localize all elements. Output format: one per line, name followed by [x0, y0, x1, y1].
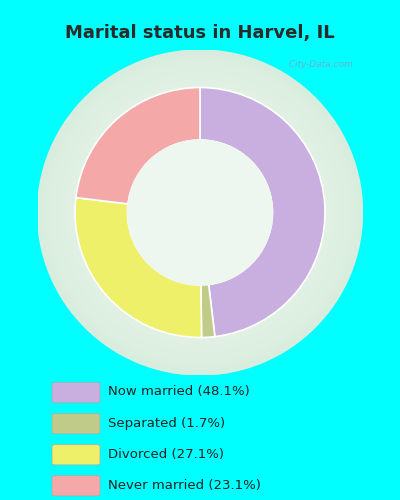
Circle shape — [127, 140, 273, 286]
Circle shape — [148, 161, 252, 264]
Circle shape — [38, 50, 362, 375]
Text: Marital status in Harvel, IL: Marital status in Harvel, IL — [65, 24, 335, 42]
Circle shape — [192, 204, 208, 220]
Wedge shape — [201, 284, 215, 338]
Circle shape — [168, 180, 232, 245]
Circle shape — [124, 136, 276, 288]
Circle shape — [178, 191, 222, 234]
Circle shape — [86, 99, 314, 326]
Circle shape — [122, 134, 278, 291]
Circle shape — [162, 174, 238, 250]
Circle shape — [159, 172, 241, 253]
Circle shape — [113, 126, 287, 299]
Text: Separated (1.7%): Separated (1.7%) — [108, 416, 225, 430]
Circle shape — [48, 61, 352, 364]
Circle shape — [105, 118, 295, 308]
Circle shape — [186, 199, 214, 226]
Circle shape — [197, 210, 203, 215]
Circle shape — [138, 150, 262, 275]
Circle shape — [102, 115, 298, 310]
Circle shape — [70, 82, 330, 342]
Wedge shape — [200, 88, 325, 336]
Circle shape — [67, 80, 333, 345]
Circle shape — [51, 64, 349, 362]
Circle shape — [135, 148, 265, 278]
Circle shape — [78, 90, 322, 334]
Text: City-Data.com: City-Data.com — [283, 60, 353, 68]
Circle shape — [81, 94, 319, 332]
Wedge shape — [76, 88, 200, 204]
Circle shape — [173, 186, 227, 240]
Circle shape — [151, 164, 249, 261]
Circle shape — [73, 85, 327, 340]
Circle shape — [140, 153, 260, 272]
Circle shape — [189, 202, 211, 224]
Circle shape — [84, 96, 316, 329]
Circle shape — [176, 188, 224, 237]
Circle shape — [62, 74, 338, 350]
Circle shape — [64, 77, 336, 348]
Circle shape — [92, 104, 308, 321]
Circle shape — [40, 52, 360, 372]
Circle shape — [100, 112, 300, 312]
Text: Divorced (27.1%): Divorced (27.1%) — [108, 448, 224, 460]
Circle shape — [157, 169, 243, 256]
Circle shape — [154, 166, 246, 258]
Circle shape — [46, 58, 354, 367]
Circle shape — [146, 158, 254, 266]
FancyBboxPatch shape — [52, 414, 100, 434]
Circle shape — [116, 128, 284, 296]
Circle shape — [54, 66, 346, 359]
Circle shape — [89, 102, 311, 324]
Text: Never married (23.1%): Never married (23.1%) — [108, 478, 261, 492]
Circle shape — [59, 72, 341, 354]
Circle shape — [194, 207, 206, 218]
Circle shape — [97, 110, 303, 316]
Circle shape — [143, 156, 257, 270]
Circle shape — [119, 131, 281, 294]
Circle shape — [43, 56, 357, 370]
FancyBboxPatch shape — [52, 476, 100, 496]
Circle shape — [132, 145, 268, 280]
Circle shape — [94, 107, 306, 318]
Wedge shape — [75, 198, 202, 338]
Circle shape — [108, 120, 292, 304]
Circle shape — [184, 196, 216, 229]
Text: Now married (48.1%): Now married (48.1%) — [108, 386, 250, 398]
Circle shape — [56, 69, 344, 356]
FancyBboxPatch shape — [52, 444, 100, 465]
Circle shape — [170, 182, 230, 242]
Circle shape — [76, 88, 324, 337]
Circle shape — [130, 142, 270, 283]
FancyBboxPatch shape — [52, 382, 100, 403]
Circle shape — [128, 140, 272, 285]
Circle shape — [165, 178, 235, 248]
Circle shape — [181, 194, 219, 232]
Circle shape — [111, 123, 289, 302]
